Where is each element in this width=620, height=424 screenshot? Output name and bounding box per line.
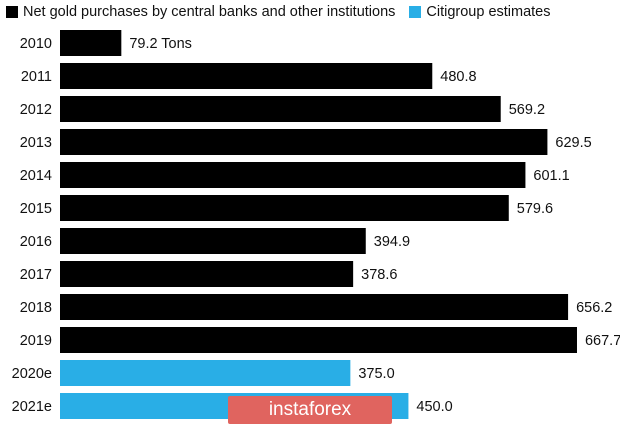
y-tick-label-2011: 2011 [21,69,52,85]
bar-2020e [60,360,351,386]
legend: Net gold purchases by central banks and … [6,3,565,21]
bar-2012 [60,96,501,122]
y-tick-label-2015: 2015 [20,201,52,217]
data-label-2021e: 450.0 [416,399,452,415]
legend-item-central-banks: Net gold purchases by central banks and … [6,4,395,20]
legend-swatch-citigroup [409,6,422,18]
y-tick-label-2021e: 2021e [12,399,52,415]
bar-2010 [60,30,122,56]
data-label-2019: 667.7 [585,333,620,349]
bar-2016 [60,228,366,254]
legend-item-citigroup: Citigroup estimates [409,4,551,20]
legend-label-central-banks: Net gold purchases by central banks and … [23,4,396,20]
y-tick-label-2017: 2017 [20,267,52,283]
data-label-2020e: 375.0 [358,366,394,382]
bar-2013 [60,129,548,155]
data-label-2012: 569.2 [509,102,545,118]
y-tick-label-2012: 2012 [20,102,52,118]
data-label-2011: 480.8 [440,69,476,85]
data-label-2018: 656.2 [576,300,612,316]
y-tick-label-2019: 2019 [20,333,52,349]
y-tick-label-2020e: 2020e [12,366,52,382]
bar-2019 [60,327,577,353]
data-label-2013: 629.5 [555,135,591,151]
bar-2018 [60,294,569,320]
data-label-2010: 79.2 Tons [129,36,192,52]
bar-2011 [60,63,433,89]
data-label-2014: 601.1 [533,168,569,184]
legend-swatch-central-banks [6,6,18,18]
y-tick-label-2013: 2013 [20,135,52,151]
y-tick-label-2018: 2018 [20,300,52,316]
bar-2017 [60,261,354,287]
y-tick-label-2014: 2014 [20,168,52,184]
data-label-2017: 378.6 [361,267,397,283]
data-label-2016: 394.9 [374,234,410,250]
bar-2014 [60,162,526,188]
legend-label-citigroup: Citigroup estimates [426,4,551,20]
y-tick-label-2010: 2010 [20,36,52,52]
y-tick-label-2016: 2016 [20,234,52,250]
instaforex-watermark: instaforex [228,396,392,424]
bar-2015 [60,195,509,221]
data-label-2015: 579.6 [517,201,553,217]
